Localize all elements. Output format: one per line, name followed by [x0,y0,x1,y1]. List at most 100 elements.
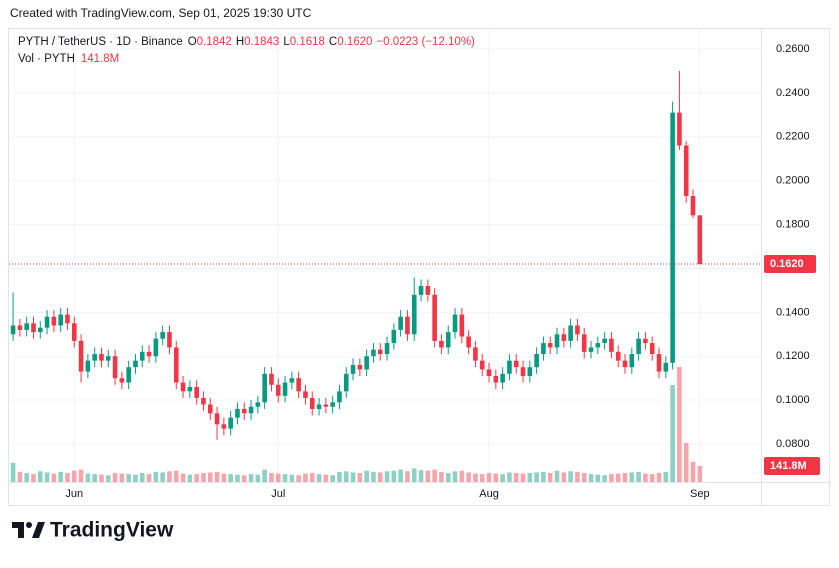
volume-bar [534,472,539,482]
volume-bar [262,469,267,482]
candle-body [561,334,567,341]
candle-body [262,373,267,403]
volume-bar [527,472,533,482]
y-tick-label: 0.1000 [776,394,810,406]
candle-body [51,316,57,326]
candle-body [507,360,512,374]
candle-body [85,360,91,372]
y-tick-label: 0.0800 [776,438,810,450]
volume-bar [17,471,23,482]
candle-body [588,347,594,352]
last-price-badge [764,255,816,274]
volume-bar [99,474,104,482]
grid [9,29,761,482]
volume-bar [466,472,471,482]
candle-body [58,314,63,326]
candle-body [187,386,193,392]
x-tick-label: Jun [65,488,83,500]
legend-key: C [329,36,337,48]
volume-bar [629,472,635,482]
created-note: Created with TradingView.com, Sep 01, 20… [10,6,312,20]
candle-body [10,325,16,335]
legend-key: H [236,36,244,48]
legend-value: 0.1843 [244,36,279,48]
volume-bar [85,473,91,482]
volume-bar [10,462,16,482]
volume-bar [595,474,601,482]
volume-bar [275,473,281,482]
volume-bar [241,475,247,482]
volume-bar [105,475,111,482]
candle-body [17,325,23,330]
candle-body [282,382,288,396]
volume-bar [207,472,213,482]
volume-bar [160,472,165,482]
volume-bar [439,471,444,482]
volume-bar [500,474,505,482]
volume-bar [269,472,274,482]
candle-body [663,362,669,372]
volume-bar [649,474,655,482]
volume-bar [425,470,431,482]
candle-body [609,338,614,352]
volume-bar [51,473,57,482]
candle-body [99,354,104,361]
candle-body [520,367,526,376]
candle-body [296,378,301,392]
volume-bar [432,469,437,482]
candle-body [595,343,601,348]
legend-change: −0.0223 (−12.10%) [376,36,475,48]
candle-body [466,336,471,348]
legend-value: 0.1618 [290,36,325,48]
candle-body [500,373,505,383]
volume-bar [112,472,118,482]
volume-bar [581,472,587,482]
candle-body [167,332,172,348]
candle-body [139,351,145,361]
candle-body [629,354,635,368]
candle-body [248,406,254,414]
candle-body [371,349,376,357]
volume-bar [697,466,703,482]
legend-key: O [188,36,197,48]
volume-bar [405,471,410,482]
logo-mark [32,522,45,538]
volume-bar [663,471,669,482]
candle-body [44,316,50,328]
volume-bar [180,473,186,482]
candles [10,70,703,440]
candle-body [364,356,369,370]
candle-body [479,360,485,370]
volume-bar [65,472,70,482]
volume-bar [139,472,145,482]
legend-value: 0.1620 [337,36,372,48]
candle-body [228,417,233,429]
candle-body [146,351,152,357]
candle-body [697,215,703,265]
logo-mark [26,522,32,528]
volume-bar [486,472,492,482]
candle-body [65,314,70,324]
volume-bar [364,470,369,482]
volume-bar [459,470,465,482]
candle-body [275,384,281,396]
volume-bar [343,471,349,482]
volume-bar [153,471,159,482]
candle-body [31,323,36,333]
volume-bar [520,473,526,482]
volume-bar [309,472,315,482]
candle-body [126,367,131,383]
volume-bar [391,470,397,482]
candle-body [214,413,220,425]
volume-bars [10,366,703,482]
candle-body [439,340,444,348]
volume-bar [493,473,499,482]
volume-bar [221,473,227,482]
volume-bar [452,471,458,482]
volume-bar [92,474,97,482]
volume-bar [337,471,342,482]
volume-bar [235,474,240,482]
axes: 0.08000.10000.12000.14000.16000.18000.20… [9,43,820,500]
volume-bar [547,472,553,482]
legend-value: 0.1842 [197,36,232,48]
